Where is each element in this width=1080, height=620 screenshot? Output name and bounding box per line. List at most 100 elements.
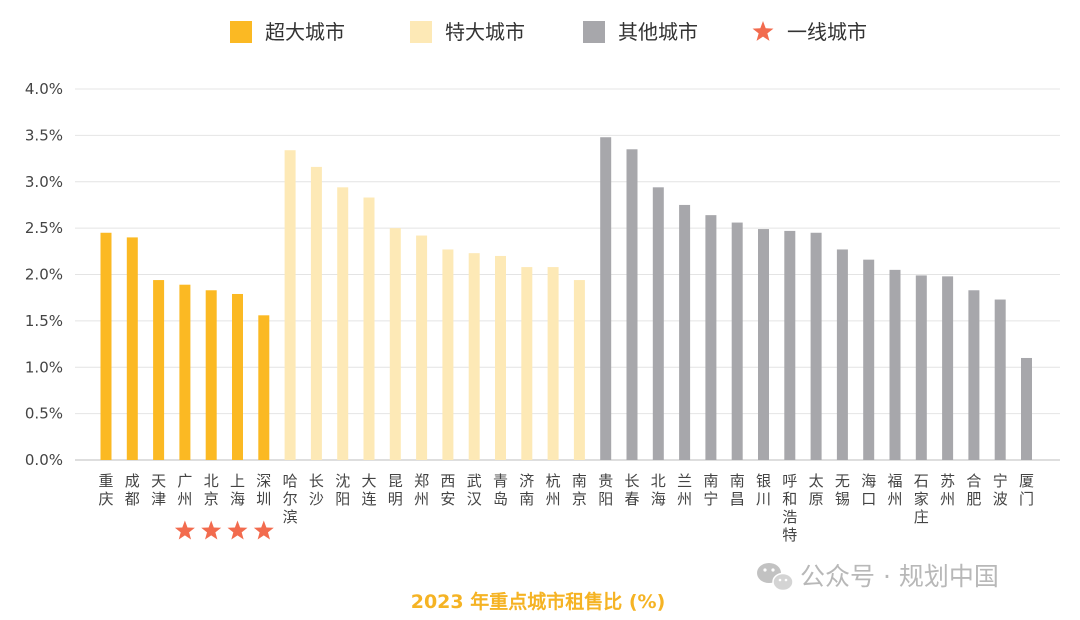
chart-title: 2023 年重点城市租售比 (%) [411, 590, 666, 613]
bar [600, 137, 612, 461]
bar [100, 232, 112, 460]
bar [547, 267, 559, 460]
bar [731, 222, 743, 460]
bar [784, 230, 796, 460]
bar [153, 280, 165, 460]
bar [258, 315, 270, 460]
x-tick-label: 呼和浩特 [782, 472, 797, 544]
bar [232, 293, 243, 460]
watermark: 公众号 · 规划中国 [757, 562, 999, 592]
x-tick-label: 上海 [230, 472, 245, 508]
y-axis: 0.0% 0.5% 1.0% 1.5% 2.0% 2.5% 3.0% 3.5% 4.0% [25, 80, 63, 469]
x-tick-label: 银川 [756, 472, 771, 508]
bar [468, 253, 480, 460]
x-tick-label: 昆明 [388, 472, 403, 508]
bar [942, 276, 954, 460]
x-tick-label: 太原 [809, 472, 824, 508]
x-tick-label: 福州 [887, 472, 902, 508]
y-tick-label: 2.5% [25, 219, 63, 237]
x-tick-label: 天津 [151, 472, 166, 508]
y-tick-label: 3.5% [25, 126, 63, 144]
x-tick-label: 西安 [440, 472, 455, 508]
y-tick-label: 4.0% [25, 80, 63, 98]
x-tick-label: 青岛 [493, 472, 508, 508]
x-tick-label: 厦门 [1019, 472, 1034, 508]
legend-swatch [583, 21, 605, 43]
bar [968, 290, 980, 460]
x-tick-label: 南宁 [703, 472, 718, 508]
legend-item: 特大城市 [410, 20, 525, 44]
legend-label: 一线城市 [787, 20, 867, 44]
x-tick-label: 无锡 [835, 472, 850, 508]
y-tick-label: 1.5% [25, 312, 63, 330]
tier1-markers [174, 520, 274, 540]
bar [337, 187, 349, 460]
legend-item: 其他城市 [583, 20, 698, 44]
x-tick-label: 济南 [519, 472, 534, 508]
bars [100, 137, 1032, 461]
wechat-icon [757, 563, 794, 592]
bar [679, 204, 691, 460]
bar [389, 228, 401, 460]
y-tick-label: 3.0% [25, 173, 63, 191]
bar [521, 267, 533, 460]
x-tick-label: 成都 [125, 472, 140, 508]
bar [495, 255, 506, 460]
x-axis: 重庆成都天津广州北京上海深圳哈尔滨长沙沈阳大连昆明郑州西安武汉青岛济南杭州南京贵… [98, 472, 1034, 544]
bar [126, 237, 138, 460]
bar [994, 299, 1006, 460]
x-tick-label: 郑州 [414, 472, 429, 508]
bar [626, 149, 638, 460]
legend-label: 超大城市 [265, 20, 345, 44]
bar [205, 290, 217, 460]
tier1-star-icon [201, 520, 222, 540]
bar [810, 232, 822, 460]
tier1-star-icon [174, 520, 195, 540]
bar [705, 215, 717, 460]
bar [889, 269, 901, 460]
y-tick-label: 0.5% [25, 405, 63, 423]
bar [284, 150, 296, 460]
x-tick-label: 深圳 [256, 472, 271, 508]
legend-label: 其他城市 [618, 20, 698, 44]
bar [416, 235, 428, 460]
y-tick-label: 2.0% [25, 266, 63, 284]
tier1-star-icon [227, 520, 248, 540]
x-tick-label: 武汉 [467, 472, 482, 508]
legend: 超大城市 特大城市 其他城市 一线城市 [230, 20, 867, 44]
x-tick-label: 宁波 [993, 472, 1008, 508]
bar [573, 280, 585, 460]
legend-swatch [230, 21, 252, 43]
bar [179, 284, 191, 460]
gridlines [75, 88, 1060, 461]
legend-swatch [410, 21, 432, 43]
bar [310, 166, 322, 460]
legend-item: 一线城市 [752, 20, 867, 44]
x-tick-label: 兰州 [677, 472, 692, 508]
bar [363, 197, 375, 460]
bar [442, 249, 454, 460]
x-tick-label: 广州 [177, 472, 192, 508]
bar [1021, 357, 1032, 460]
x-tick-label: 南昌 [730, 472, 745, 508]
x-tick-label: 合肥 [966, 472, 981, 508]
tier1-star-icon [253, 520, 274, 540]
legend-item: 超大城市 [230, 20, 345, 44]
bar [652, 187, 664, 460]
y-tick-label: 0.0% [25, 451, 63, 469]
x-tick-label: 长春 [624, 472, 639, 508]
x-tick-label: 南京 [572, 472, 587, 508]
x-tick-label: 大连 [361, 472, 376, 508]
legend-label: 特大城市 [445, 20, 525, 44]
watermark-text: 公众号 · 规划中国 [800, 562, 999, 591]
x-tick-label: 沈阳 [335, 472, 350, 508]
bar [863, 259, 875, 460]
y-tick-label: 1.0% [25, 358, 63, 376]
x-tick-label: 杭州 [546, 472, 561, 508]
bar [915, 275, 927, 460]
x-tick-label: 哈尔滨 [283, 472, 298, 526]
x-tick-label: 海口 [861, 472, 876, 508]
x-tick-label: 贵阳 [598, 472, 613, 508]
star-icon [752, 21, 774, 41]
bar [836, 249, 848, 460]
